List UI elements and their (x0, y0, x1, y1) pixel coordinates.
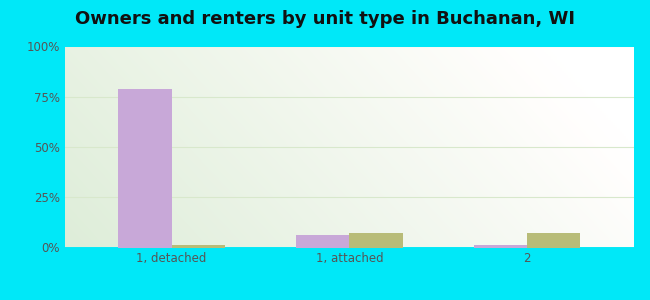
Text: Owners and renters by unit type in Buchanan, WI: Owners and renters by unit type in Bucha… (75, 11, 575, 28)
Bar (474, 245, 527, 247)
Bar (118, 89, 172, 248)
Bar (527, 233, 580, 248)
Bar (350, 233, 403, 248)
Bar (296, 236, 350, 247)
Bar (172, 245, 225, 247)
